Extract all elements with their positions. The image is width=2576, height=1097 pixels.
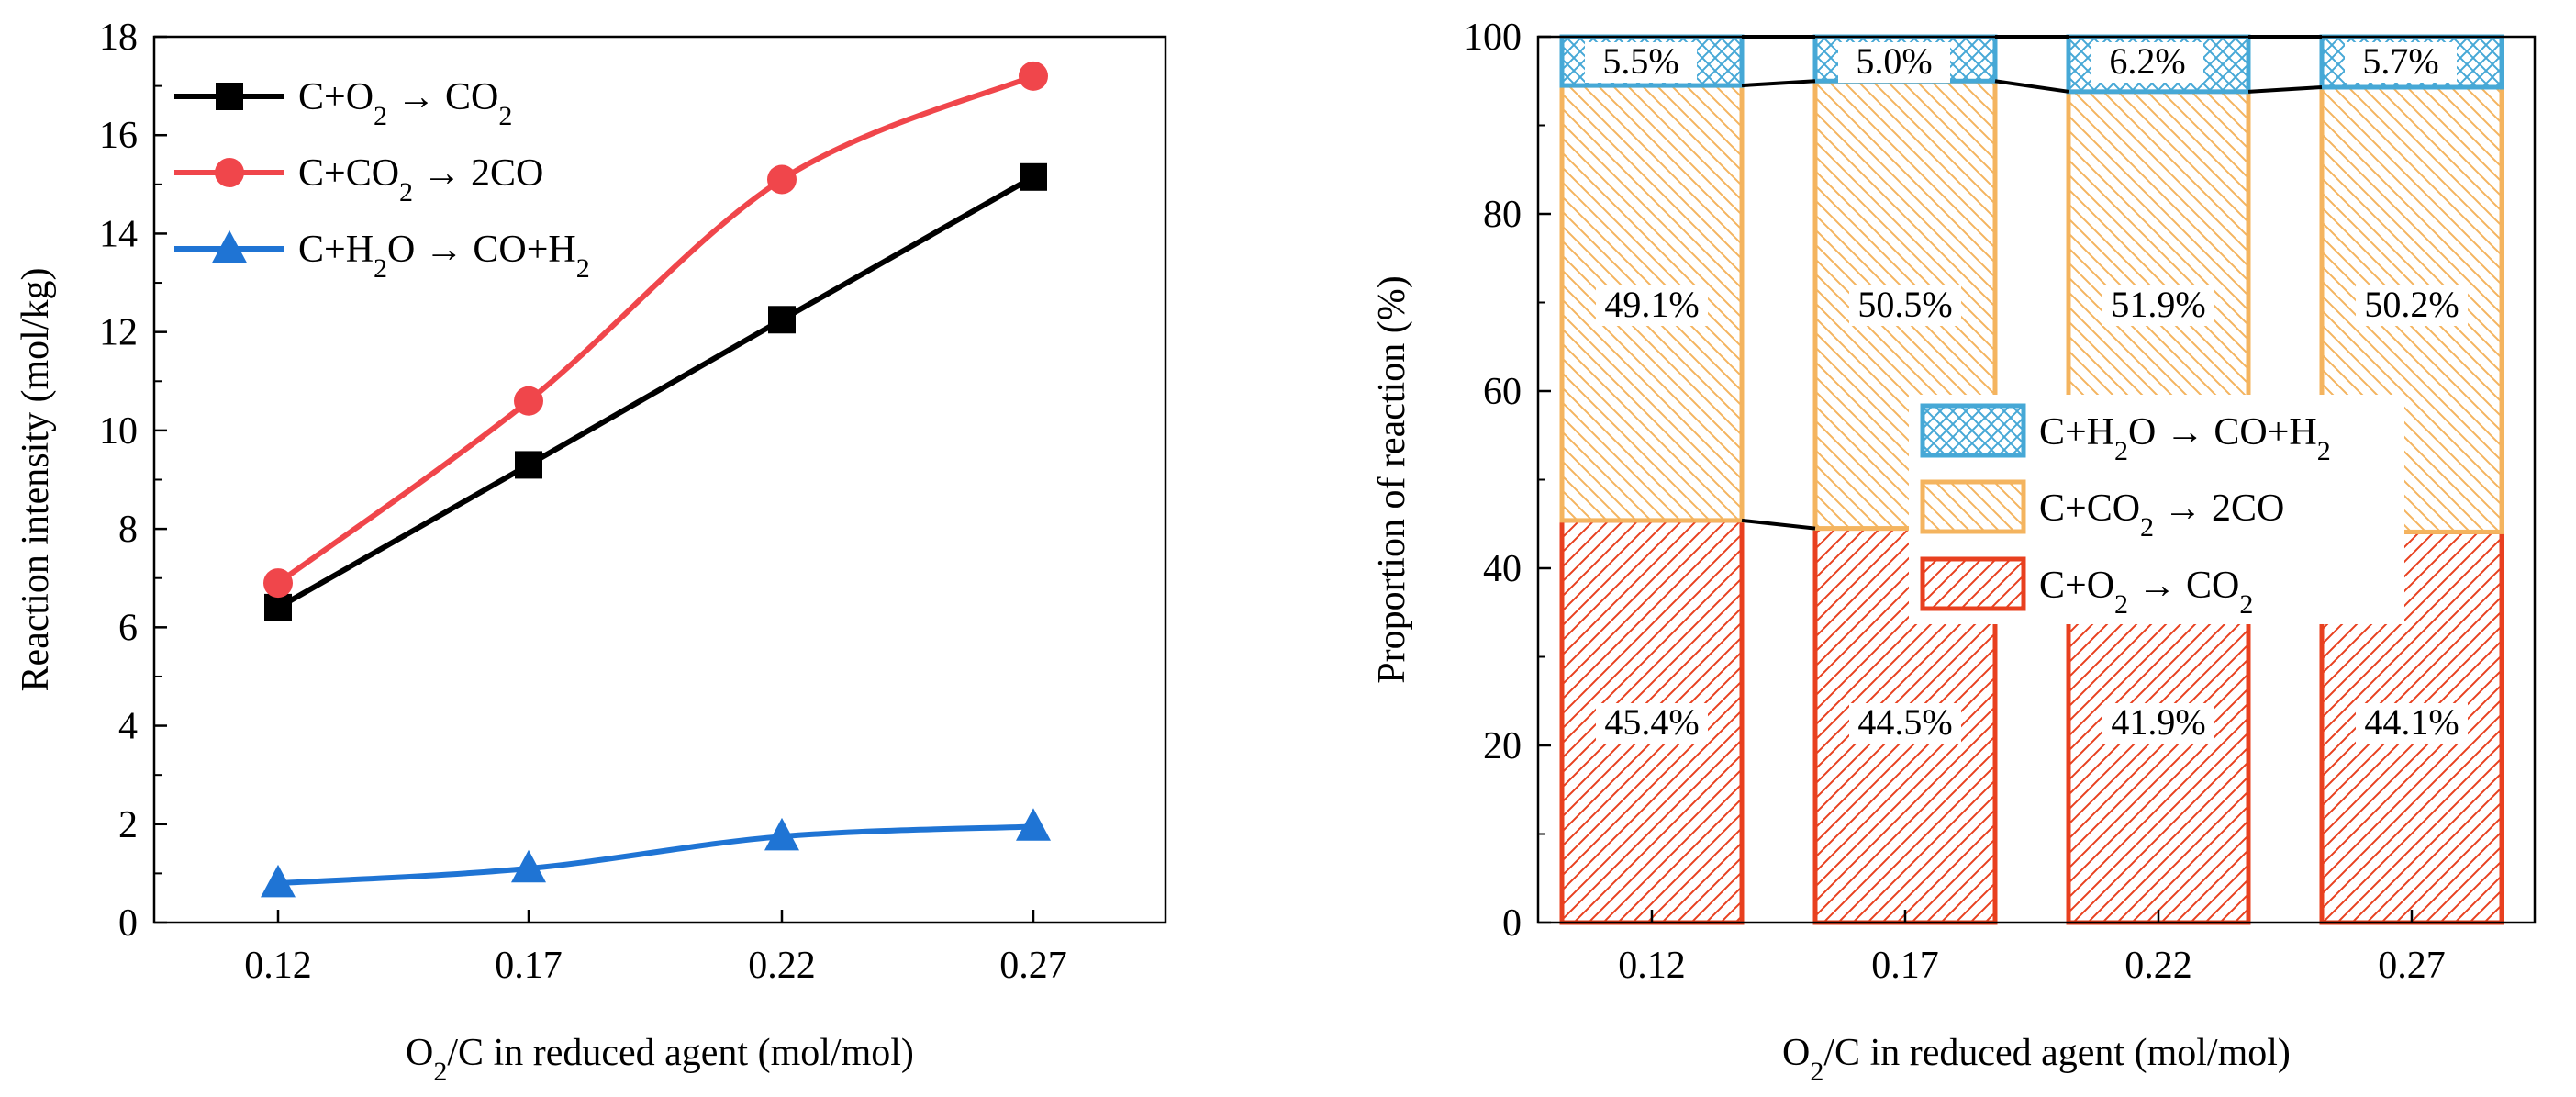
bar-value-label: 41.9% xyxy=(2111,701,2205,743)
series-line xyxy=(276,174,1035,610)
bar-value-label: 44.5% xyxy=(1857,701,1952,743)
stacked-bar-chart: 45.4% 44.5% 41.9% 44.1% 49.1% 50.5% 51.9% 50.2%… xyxy=(1371,17,2537,1087)
y-tick-label: 40 xyxy=(1483,548,1522,590)
legend: C+H2O → CO+H2 C+CO2 → 2CO C+O2 → CO2 xyxy=(1909,395,2404,624)
y-tick-label: 14 xyxy=(99,213,138,255)
y-tick-label: 10 xyxy=(99,410,138,453)
series-line xyxy=(276,73,1035,586)
y-tick-label: 6 xyxy=(118,607,138,649)
series-lines xyxy=(276,73,1035,887)
x-tick-label: 0.12 xyxy=(244,945,312,987)
legend-item: C+H2O → CO+H2 xyxy=(1920,403,2331,466)
bar-label-bg xyxy=(1596,703,1708,744)
series-markers xyxy=(261,61,1051,898)
data-point xyxy=(768,306,796,334)
data-point xyxy=(1019,61,1048,91)
legend-label: C+O2 → CO2 xyxy=(298,76,512,131)
bar-value-label: 51.9% xyxy=(2111,284,2205,325)
data-point xyxy=(511,849,546,883)
data-point xyxy=(514,386,543,416)
legend-swatch xyxy=(1920,403,2026,458)
bar-label-bg xyxy=(1585,42,1697,83)
y-tick-label: 4 xyxy=(118,706,138,748)
stack-connector xyxy=(2247,85,2323,94)
data-point xyxy=(764,817,799,851)
bar-value-label: 5.7% xyxy=(2362,40,2438,82)
stack-connector xyxy=(1994,79,2069,94)
bar-label-bg xyxy=(1849,285,1961,326)
y-tick-label: 20 xyxy=(1483,725,1522,767)
legend-marker xyxy=(212,229,247,263)
bar-label-bg xyxy=(1596,285,1708,326)
bar-value-label: 5.0% xyxy=(1856,40,1932,82)
legend-marker xyxy=(216,83,243,110)
y-tick-label: 18 xyxy=(99,17,138,59)
legend-swatch xyxy=(1920,556,2026,611)
axis-ticks: 0 20 40 60 80 100 0.12 0.17 0.22 0.27 xyxy=(1464,17,2446,987)
data-point xyxy=(264,593,292,621)
stack-connector xyxy=(1741,518,1816,531)
bar-label-bg xyxy=(2102,703,2214,744)
legend-item: C+CO2 → 2CO xyxy=(1920,479,2284,543)
bar-value-label: 5.5% xyxy=(1602,40,1678,82)
legend-item: C+O2 → CO2 xyxy=(174,76,512,131)
stack-connector xyxy=(1741,79,1816,88)
y-tick-label: 80 xyxy=(1483,194,1522,236)
line-chart: 0 2 4 6 8 10 12 14 16 18 0.12 0.17 0.22 0.27 O2/C in … xyxy=(15,17,1167,1087)
legend-item: C+CO2 → 2CO xyxy=(174,152,543,207)
x-axis-title: O2/C in reduced agent (mol/mol) xyxy=(1782,1032,2291,1087)
bar-value-label: 6.2% xyxy=(2109,40,2185,82)
y-axis-title: Proportion of reaction (%) xyxy=(1371,275,1413,683)
legend: C+O2 → CO2 C+CO2 → 2CO C+H2O → CO+H2 xyxy=(174,76,590,284)
legend-swatch xyxy=(1920,479,2026,534)
bar-label-bg xyxy=(2091,42,2203,83)
legend-item: C+O2 → CO2 xyxy=(1920,556,2253,620)
data-point xyxy=(515,451,542,479)
bar-label-bg xyxy=(2345,42,2457,83)
legend-label: C+CO2 → 2CO xyxy=(2039,487,2284,543)
x-tick-label: 0.27 xyxy=(999,945,1067,987)
y-axis-title: Reaction intensity (mol/kg) xyxy=(15,268,57,692)
x-tick-label: 0.27 xyxy=(2378,945,2446,987)
y-tick-label: 100 xyxy=(1464,17,1522,59)
bar-label-bg xyxy=(2356,285,2468,326)
y-tick-label: 16 xyxy=(99,115,138,157)
bar-value-label: 50.2% xyxy=(2364,284,2459,325)
bar-label-bg xyxy=(2102,285,2214,326)
x-tick-label: 0.17 xyxy=(1871,945,1939,987)
legend-marker xyxy=(215,158,244,187)
data-point xyxy=(263,568,293,599)
bar-label-bg xyxy=(1838,42,1950,83)
bar-value-label: 44.1% xyxy=(2364,701,2459,743)
legend-label: C+O2 → CO2 xyxy=(2039,565,2253,620)
bar-value-label: 50.5% xyxy=(1857,284,1952,325)
bar-label-bg xyxy=(1849,703,1961,744)
axis-ticks: 0 2 4 6 8 10 12 14 16 18 0.12 0.17 0.22 0.27 xyxy=(99,17,1067,987)
data-point xyxy=(1020,162,1047,191)
x-tick-label: 0.17 xyxy=(495,945,563,987)
bar-value-label: 45.4% xyxy=(1604,701,1699,743)
bar-value-label: 49.1% xyxy=(1604,284,1699,325)
legend-label: C+CO2 → 2CO xyxy=(298,152,543,207)
legend-item: C+H2O → CO+H2 xyxy=(174,229,590,284)
data-point xyxy=(767,164,797,195)
bar-labels: 45.4% 44.5% 41.9% 44.1% 49.1% 50.5% 51.9% 50.2%… xyxy=(1585,40,2468,744)
y-tick-label: 8 xyxy=(118,509,138,551)
y-tick-label: 0 xyxy=(118,902,138,945)
y-tick-label: 60 xyxy=(1483,371,1522,413)
y-tick-label: 0 xyxy=(1502,902,1522,945)
series-line xyxy=(277,823,1034,887)
bar-label-bg xyxy=(2356,703,2468,744)
data-point xyxy=(1016,808,1051,841)
legend-label: C+H2O → CO+H2 xyxy=(298,229,590,284)
y-tick-label: 12 xyxy=(99,312,138,354)
legend-label: C+H2O → CO+H2 xyxy=(2039,411,2331,466)
data-point xyxy=(261,864,296,898)
x-tick-label: 0.22 xyxy=(2124,945,2192,987)
x-tick-label: 0.22 xyxy=(748,945,816,987)
y-tick-label: 2 xyxy=(118,804,138,846)
x-tick-label: 0.12 xyxy=(1618,945,1686,987)
x-axis-title: O2/C in reduced agent (mol/mol) xyxy=(406,1032,914,1087)
